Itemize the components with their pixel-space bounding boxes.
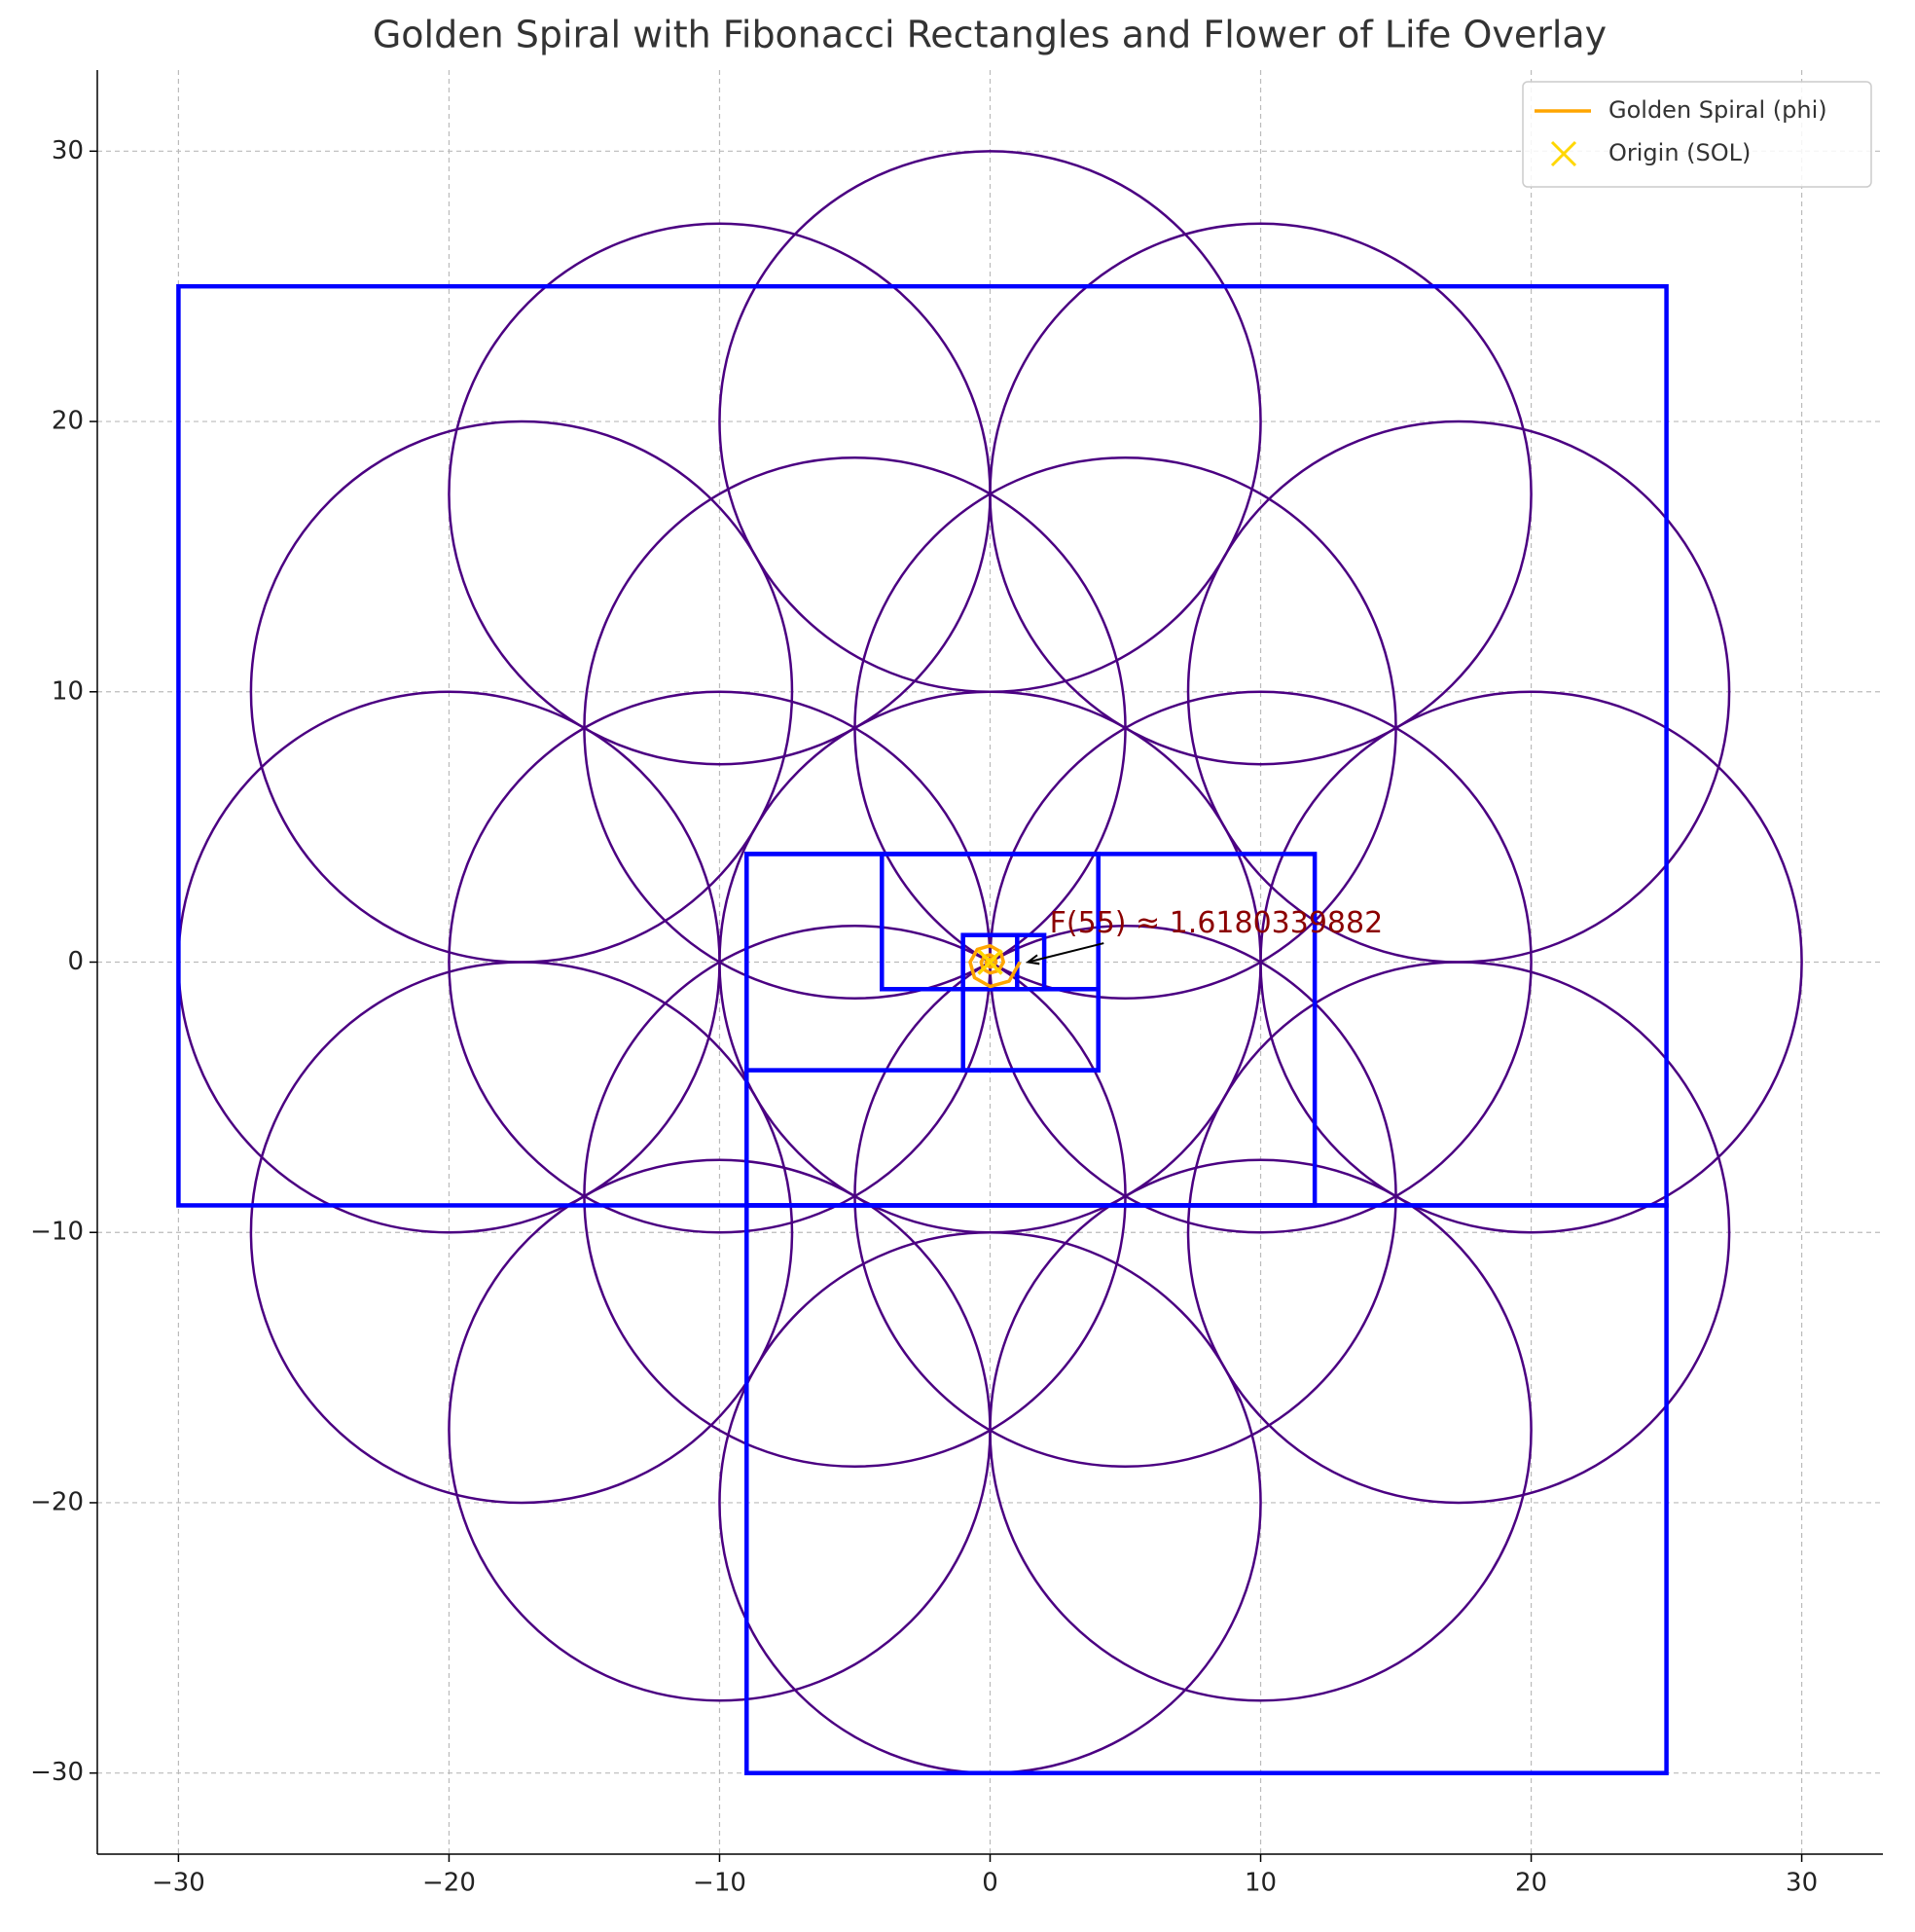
annotation-arrow xyxy=(1028,942,1104,964)
golden-spiral xyxy=(968,943,1022,989)
x-tick-label: 20 xyxy=(1515,1869,1547,1898)
fibonacci-rectangle xyxy=(960,987,1101,1073)
x-tick-label: −10 xyxy=(693,1869,746,1898)
y-tick-label: 30 xyxy=(52,136,84,165)
arrow-head xyxy=(1025,954,1040,966)
flower-circle xyxy=(989,1158,1533,1702)
x-tick-label: 10 xyxy=(1245,1869,1277,1898)
origin-marker xyxy=(977,949,1003,975)
y-tick-label: −10 xyxy=(30,1218,84,1247)
flower-circle xyxy=(1186,961,1731,1505)
legend-swatch xyxy=(1550,140,1577,167)
origin-x xyxy=(977,949,1003,975)
flower-circle xyxy=(249,961,794,1505)
legend-label: Golden Spiral (phi) xyxy=(1608,96,1827,124)
y-tick-label: 10 xyxy=(52,676,84,706)
x-tick-label: −30 xyxy=(152,1869,205,1898)
x-tick-label: 0 xyxy=(982,1869,998,1898)
y-tick-label: 0 xyxy=(67,947,84,976)
legend-label: Origin (SOL) xyxy=(1608,139,1751,166)
y-tick-label: 20 xyxy=(52,407,84,436)
fibonacci-rectangle xyxy=(176,283,1669,1208)
flower-circle xyxy=(718,150,1262,694)
x-tick-label: 30 xyxy=(1786,1869,1818,1898)
y-tick-label: −30 xyxy=(30,1758,84,1787)
flower-circle xyxy=(448,222,992,766)
fibonacci-rectangle xyxy=(960,932,1020,992)
x-tick-label: −20 xyxy=(422,1869,476,1898)
fibonacci-rectangle xyxy=(744,1203,1669,1775)
flower-circle xyxy=(1259,690,1803,1234)
legend-box xyxy=(1522,81,1872,188)
annotation-text: F(55) ≈ 1.6180339882 xyxy=(1050,906,1384,940)
y-tick-label: −20 xyxy=(30,1487,84,1516)
chart-title: Golden Spiral with Fibonacci Rectangles … xyxy=(373,14,1607,56)
